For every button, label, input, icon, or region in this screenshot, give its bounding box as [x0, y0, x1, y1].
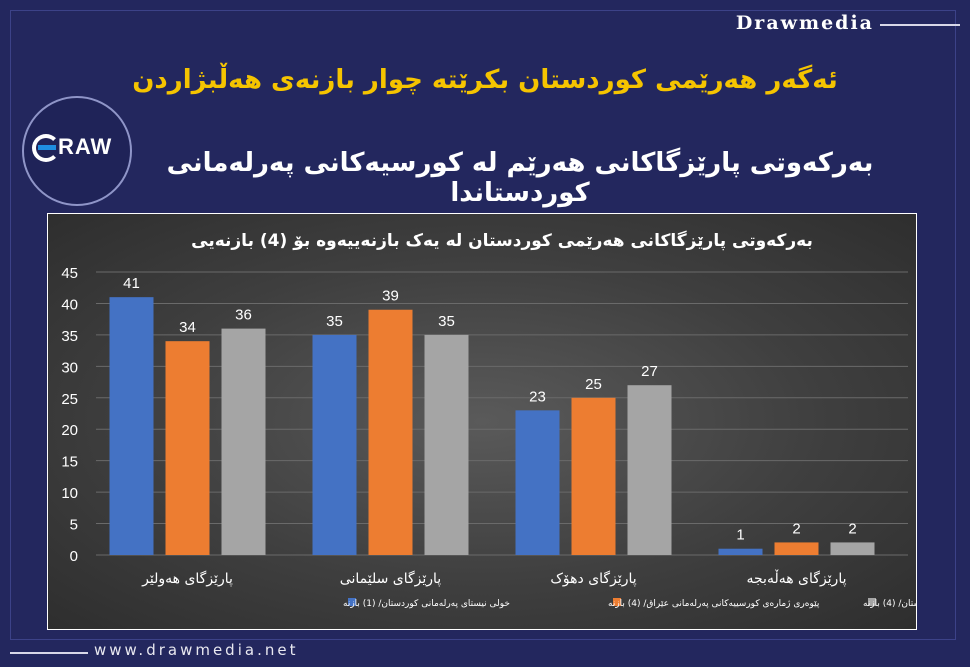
bar-3-1	[515, 410, 560, 555]
logo-bar-icon	[38, 145, 56, 150]
y-tick-label: 40	[61, 296, 78, 313]
bar-1-1	[109, 297, 154, 555]
bar-4-1	[718, 548, 763, 555]
data-label: 34	[179, 319, 196, 336]
data-label: 2	[848, 520, 856, 537]
draw-logo: RAW	[22, 96, 132, 206]
y-tick-label: 20	[61, 422, 78, 439]
legend-label-3: پێوەری ژمارەی دانیشتوانی هەرێمی کوردستان…	[863, 599, 916, 609]
bar-2-2	[368, 309, 413, 555]
logo-wordmark: RAW	[58, 134, 113, 159]
y-tick-label: 10	[61, 485, 78, 502]
x-category-label: پارێزگای سلێمانی	[340, 570, 442, 587]
x-category-label: پارێزگای هەولێر	[141, 570, 233, 587]
brand-name: Drawmedia	[735, 12, 874, 34]
data-label: 23	[529, 388, 546, 405]
data-label: 39	[382, 288, 399, 305]
bar-4-3	[830, 542, 875, 555]
legend-swatch-2	[613, 598, 621, 606]
bar-2-3	[424, 334, 469, 555]
bar-3-2	[571, 397, 616, 555]
y-tick-label: 25	[61, 391, 78, 408]
y-tick-label: 30	[61, 359, 78, 376]
y-tick-label: 5	[70, 517, 78, 534]
footer-url: www.drawmedia.net	[94, 641, 299, 659]
data-label: 35	[326, 313, 343, 330]
y-tick-label: 35	[61, 328, 78, 345]
legend-label-2: پێوەری ژمارەی کورسییەکانی پەرلەمانی عێرا…	[608, 599, 820, 609]
bar-1-3	[221, 328, 266, 555]
legend-swatch-1	[348, 598, 356, 606]
y-tick-label: 45	[61, 265, 78, 282]
x-category-label: پارێزگای هەڵەبجە	[747, 569, 847, 587]
bar-3-3	[627, 385, 672, 555]
brand-divider	[880, 24, 960, 26]
data-label: 2	[792, 520, 800, 537]
page-subtitle: بەرکەوتی پارێزگاکانی هەرێم لە کورسیەکانی…	[166, 148, 874, 208]
data-label: 27	[641, 363, 658, 380]
y-tick-label: 0	[70, 548, 78, 565]
y-tick-label: 15	[61, 454, 78, 471]
page-title: ئەگەر هەرێمی کوردستان بکرێتە چوار بازنەی…	[132, 65, 838, 95]
data-label: 1	[736, 527, 744, 544]
bar-chart: بەرکەوتی پارێزگاکانی هەرێمی کوردستان لە …	[61, 230, 970, 609]
chart-panel: بەرکەوتی پارێزگاکانی هەرێمی کوردستان لە …	[47, 213, 970, 630]
legend-label-1: خولی نیستای پەرلەمانی کوردستان/ (1) بازن…	[343, 599, 510, 609]
data-label: 36	[235, 307, 252, 324]
x-category-label: پارێزگای دهۆک	[550, 570, 636, 587]
data-label: 35	[438, 313, 455, 330]
data-label: 41	[123, 275, 140, 292]
bar-4-2	[774, 542, 819, 555]
page-frame	[10, 10, 956, 640]
legend-swatch-3	[868, 598, 876, 606]
footer-divider	[10, 652, 88, 654]
logo-d-icon	[32, 134, 60, 162]
data-label: 25	[585, 376, 602, 393]
bar-1-2	[165, 341, 210, 555]
chart-title: بەرکەوتی پارێزگاکانی هەرێمی کوردستان لە …	[191, 230, 813, 251]
bar-2-1	[312, 334, 357, 555]
